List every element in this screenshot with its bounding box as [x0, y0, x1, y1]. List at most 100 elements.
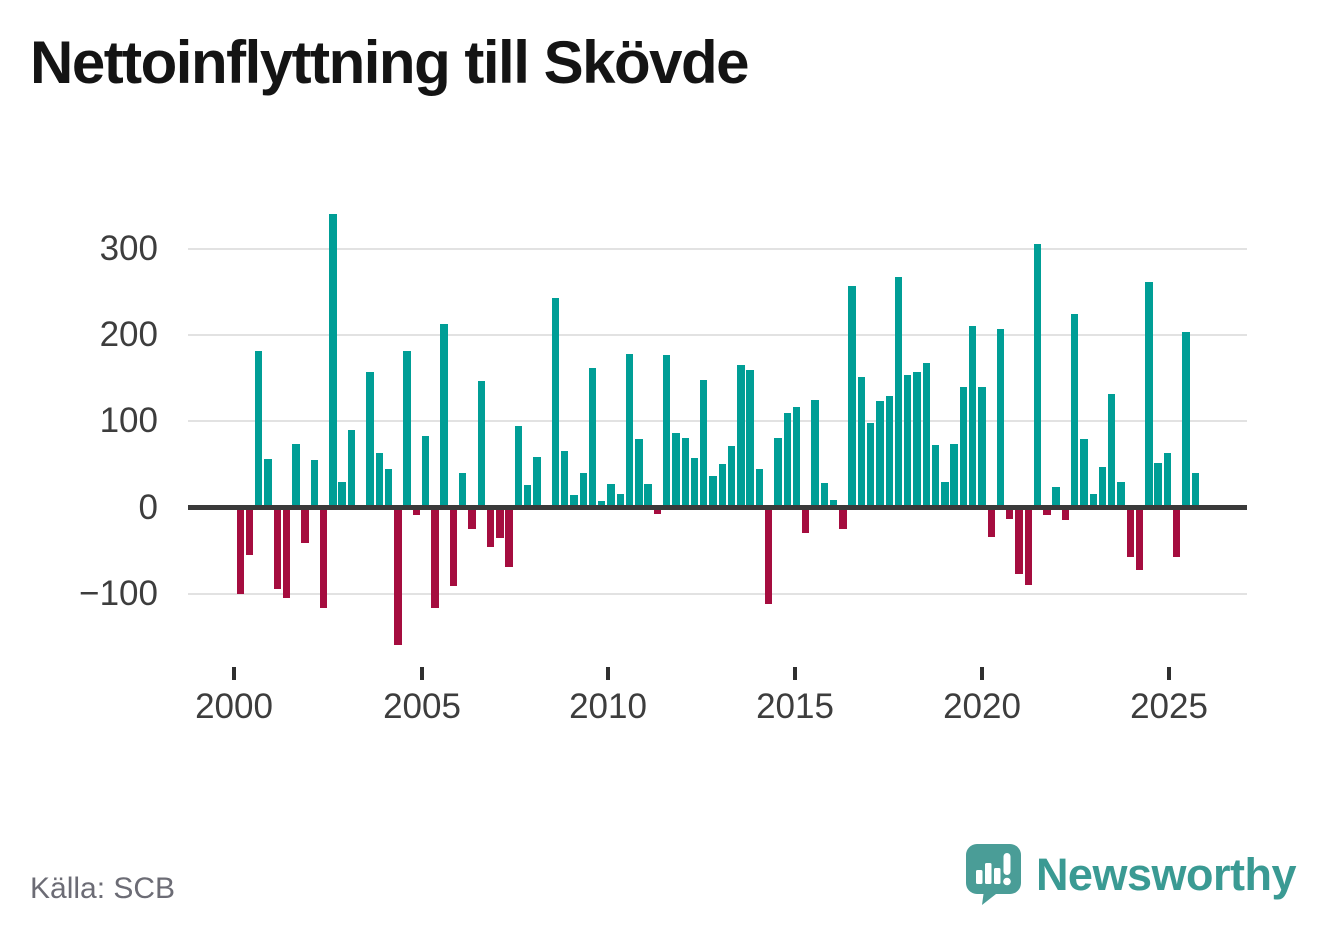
- bar-2024-q1: [1126, 507, 1134, 557]
- bar-2010-q4: [635, 438, 643, 508]
- bar-2002-q3: [329, 214, 337, 508]
- chart-title: Nettoinflyttning till Skövde: [30, 29, 750, 96]
- zero-axis: [188, 505, 1247, 510]
- bar-2013-q1: [718, 463, 727, 508]
- bar-2006-q3: [477, 380, 485, 508]
- x-tick-2020: [980, 667, 984, 680]
- bar-2025-q1: [1163, 453, 1172, 508]
- bar-2003-q1: [347, 429, 356, 508]
- bar-2010-q2: [616, 493, 625, 508]
- bar-2016-q3: [848, 285, 856, 508]
- bar-2002-q4: [338, 481, 346, 508]
- bar-2019-q3: [959, 386, 968, 508]
- bar-2001-q2: [282, 507, 291, 599]
- bar-2012-q4: [709, 476, 717, 508]
- x-tick-2000: [232, 667, 236, 680]
- bar-2024-q2: [1135, 507, 1144, 570]
- bar-2021-q4: [1043, 507, 1051, 516]
- bar-2023-q3: [1108, 393, 1116, 508]
- bar-2011-q4: [672, 433, 680, 508]
- bar-2022-q2: [1061, 507, 1070, 520]
- bar-2021-q3: [1033, 244, 1042, 508]
- bar-2014-q2: [765, 507, 773, 605]
- bar-2008-q1: [533, 456, 541, 508]
- y-tick-label-0: 0: [138, 487, 158, 527]
- bar-2025-q2: [1172, 507, 1181, 557]
- gridline-200: [188, 334, 1247, 336]
- bar-2006-q1: [459, 473, 467, 508]
- bar-2024-q3: [1145, 281, 1153, 508]
- bar-2012-q1: [681, 437, 689, 508]
- bar-2002-q2: [319, 507, 328, 608]
- x-tick-label-2025: 2025: [1130, 687, 1208, 726]
- y-tick-label-200: 200: [99, 315, 158, 354]
- bar-2008-q3: [551, 297, 560, 508]
- bar-2009-q2: [579, 473, 587, 508]
- bar-2011-q1: [644, 484, 652, 508]
- bar-2009-q4: [598, 501, 606, 508]
- bar-2001-q4: [301, 507, 309, 543]
- bar-2013-q3: [737, 365, 745, 508]
- bar-2001-q1: [273, 507, 281, 589]
- brand-name: Newsworthy: [1035, 848, 1297, 900]
- bar-2005-q1: [421, 435, 430, 508]
- bar-2001-q3: [292, 443, 300, 508]
- bar-2017-q1: [866, 422, 875, 508]
- bar-2005-q3: [440, 323, 448, 508]
- bar-2010-q3: [625, 353, 634, 508]
- bar-2008-q4: [561, 450, 569, 508]
- bar-2024-q4: [1154, 462, 1162, 508]
- x-tick-2025: [1167, 667, 1171, 680]
- x-tick-label-2000: 2000: [195, 687, 273, 726]
- bar-2016-q1: [829, 499, 838, 508]
- bar-2022-q1: [1052, 486, 1060, 508]
- bar-2014-q1: [755, 468, 764, 508]
- bar-2004-q3: [403, 351, 411, 508]
- bar-2013-q4: [746, 370, 754, 508]
- bar-2017-q2: [876, 401, 884, 508]
- bar-2010-q1: [607, 484, 615, 508]
- bar-2004-q2: [394, 507, 402, 645]
- bar-2021-q2: [1024, 507, 1032, 586]
- bar-2009-q1: [570, 494, 578, 508]
- bar-2017-q3: [885, 396, 893, 508]
- bar-2015-q2: [802, 507, 810, 534]
- x-tick-label-2015: 2015: [756, 687, 834, 726]
- bar-2017-q4: [894, 277, 903, 508]
- x-tick-2010: [606, 667, 610, 680]
- bar-2004-q1: [384, 468, 393, 508]
- x-tick-2005: [420, 667, 424, 680]
- bar-2019-q2: [950, 443, 958, 508]
- bar-2025-q3: [1182, 332, 1190, 508]
- bar-2002-q1: [310, 460, 319, 508]
- bar-2020-q2: [987, 507, 995, 537]
- x-tick-label-2020: 2020: [943, 687, 1021, 726]
- y-tick-label-100: 100: [99, 401, 158, 441]
- bar-2018-q1: [904, 374, 912, 508]
- bar-2012-q2: [690, 458, 699, 508]
- bar-2022-q4: [1080, 439, 1088, 508]
- bar-2011-q2: [653, 507, 662, 514]
- bar-2018-q3: [922, 362, 931, 508]
- bar-2006-q2: [468, 507, 476, 530]
- bar-2015-q1: [792, 406, 801, 508]
- bar-2020-q1: [978, 386, 986, 508]
- bar-2016-q2: [839, 507, 847, 530]
- gridline-100: [188, 420, 1247, 423]
- x-tick-label-2005: 2005: [383, 687, 461, 726]
- y-tick-label--100: −100: [79, 573, 158, 613]
- bar-2021-q1: [1015, 507, 1023, 574]
- bar-2022-q3: [1070, 314, 1079, 508]
- newsworthy-logo-icon: [965, 844, 1021, 905]
- bar-2000-q2: [245, 507, 254, 555]
- bar-2015-q4: [820, 483, 829, 508]
- bar-2014-q3: [774, 437, 782, 508]
- bar-2005-q2: [431, 507, 439, 608]
- bar-2019-q4: [968, 326, 977, 508]
- bar-2015-q3: [811, 399, 819, 508]
- bar-2016-q4: [857, 377, 866, 508]
- bar-2007-q3: [514, 425, 523, 508]
- x-tick-label-2010: 2010: [569, 687, 647, 726]
